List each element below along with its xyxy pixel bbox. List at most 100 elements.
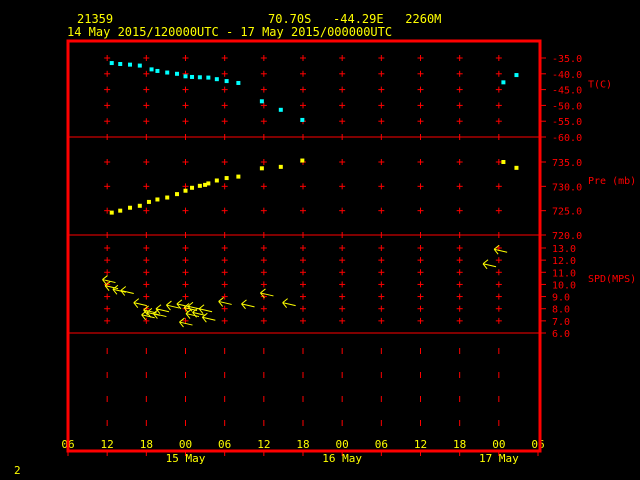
chart-frame: [66, 39, 542, 453]
x-tick-label: 18: [140, 438, 153, 451]
wind-arrow: [218, 297, 232, 307]
temperature-point: [197, 75, 202, 80]
x-date-label: 16 May: [322, 452, 362, 465]
temperature-point: [514, 73, 519, 78]
x-tick-label: 12: [101, 438, 114, 451]
y-tick-label: 13.0: [552, 244, 576, 255]
y-tick-label: 730.0: [552, 182, 582, 193]
x-date-label: 15 May: [166, 452, 206, 465]
y-tick-label: 10.0: [552, 280, 576, 291]
pressure-point: [137, 203, 142, 208]
pressure-point: [278, 164, 283, 169]
pressure-point: [214, 178, 219, 183]
temperature-point: [214, 77, 219, 82]
y-tick-label: 720.0: [552, 231, 582, 242]
temperature-point: [137, 63, 142, 68]
temperature-point: [109, 61, 114, 66]
temperature-point: [190, 74, 195, 79]
x-tick-label: 06: [218, 438, 231, 451]
temperature-point: [149, 67, 154, 72]
wind-arrow: [112, 284, 127, 295]
wind-arrow: [185, 309, 200, 319]
observation-period: 14 May 2015/120000UTC - 17 May 2015/0000…: [67, 25, 393, 39]
y-tick-label: 12.0: [552, 256, 576, 267]
pressure-point: [146, 199, 151, 204]
temperature-point: [175, 71, 180, 76]
station-location: 70.70S -44.29E 2260M: [268, 12, 442, 26]
temperature-point: [300, 117, 305, 122]
y-tick-label: 9.0: [552, 293, 570, 304]
page-number: 2: [14, 464, 21, 477]
x-tick-label: 12: [257, 438, 270, 451]
wind-arrow: [141, 310, 155, 321]
pressure-point: [197, 183, 202, 188]
wind-arrow: [241, 299, 255, 310]
x-tick-label: 18: [296, 438, 309, 451]
wind-arrow: [104, 281, 119, 291]
y-tick-label: -35.0: [552, 54, 582, 65]
y-tick-label: 11.0: [552, 268, 576, 279]
temperature-point: [183, 74, 188, 79]
temperature-point: [501, 80, 506, 85]
wind-arrow: [482, 259, 497, 270]
station-id: 21359: [77, 12, 114, 26]
pressure-point: [203, 182, 208, 187]
pressure-point: [206, 181, 211, 186]
wind-arrow: [176, 299, 191, 310]
temperature-point: [128, 62, 133, 67]
wind-arrow: [166, 300, 180, 311]
temperature-axis-label: T(C): [588, 80, 612, 91]
y-tick-label: -50.0: [552, 101, 582, 112]
wind-arrow: [260, 288, 274, 299]
temperature-point: [206, 75, 211, 80]
y-tick-label: 7.0: [552, 317, 570, 328]
x-tick-label: 18: [453, 438, 466, 451]
temperature-point: [236, 80, 241, 85]
x-tick-label: 12: [414, 438, 427, 451]
wind-arrow: [282, 298, 296, 308]
wind-arrow: [133, 298, 147, 308]
y-tick-label: 735.0: [552, 158, 582, 169]
pressure-point: [300, 158, 305, 163]
pressure-point: [183, 188, 188, 193]
wind-arrow: [155, 304, 170, 315]
wind-arrow: [493, 244, 508, 255]
pressure-point: [109, 210, 114, 215]
wind-arrow: [187, 301, 202, 312]
pressure-point: [190, 185, 195, 190]
wind-arrow: [201, 312, 216, 323]
temperature-point: [118, 62, 123, 67]
temperature-point: [224, 79, 229, 84]
temperature-point: [278, 107, 283, 112]
y-tick-label: -55.0: [552, 117, 582, 128]
x-tick-label: 00: [492, 438, 505, 451]
x-tick-label: 06: [531, 438, 544, 451]
temperature-point: [165, 70, 170, 75]
y-tick-label: -60.0: [552, 133, 582, 144]
pressure-point: [118, 208, 123, 213]
pressure-point: [501, 160, 506, 164]
wind-arrow: [179, 317, 193, 328]
y-tick-label: -40.0: [552, 70, 582, 81]
wind_speed-axis-label: SPD(MPS): [588, 274, 636, 285]
wind-arrow: [120, 286, 134, 296]
y-tick-label: 6.0: [552, 329, 570, 340]
pressure-point: [165, 195, 170, 200]
wind-arrow: [198, 304, 213, 315]
pressure-point: [155, 197, 160, 202]
y-tick-label: -45.0: [552, 86, 582, 97]
x-date-label: 17 May: [479, 452, 519, 465]
temperature-point: [155, 68, 160, 73]
y-tick-label: 8.0: [552, 305, 570, 316]
x-tick-label: 00: [179, 438, 192, 451]
y-tick-label: 725.0: [552, 207, 582, 218]
pressure-point: [224, 176, 229, 181]
pressure-axis-label: Pre (mb): [588, 176, 636, 187]
pressure-point: [236, 174, 241, 179]
pressure-point: [259, 166, 264, 171]
x-tick-label: 00: [336, 438, 349, 451]
x-tick-label: 06: [375, 438, 388, 451]
wind-arrow: [192, 307, 206, 318]
pressure-point: [175, 192, 180, 197]
